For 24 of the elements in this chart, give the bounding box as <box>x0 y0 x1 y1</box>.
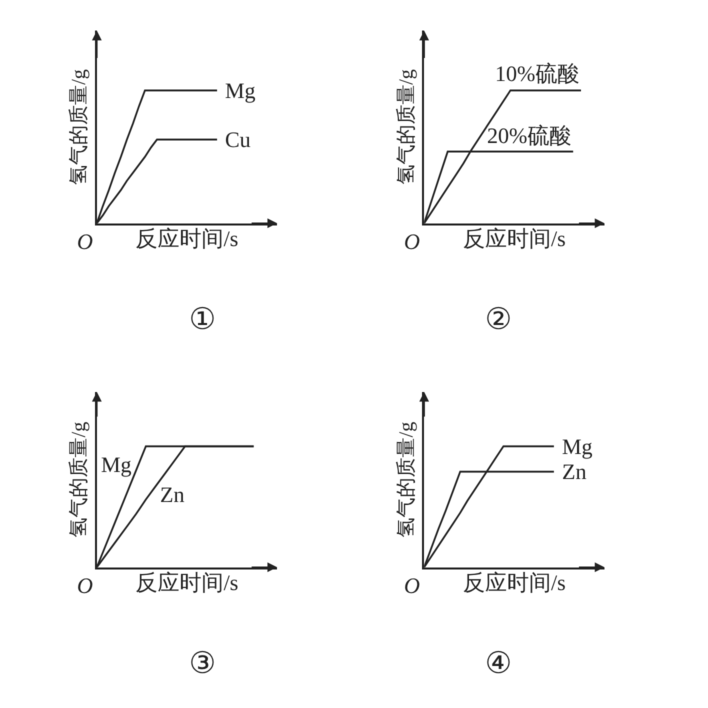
series-label: 10%硫酸 <box>495 61 580 86</box>
text: O <box>77 229 93 254</box>
y-axis-title: 氢气的质量/g <box>395 69 418 185</box>
x-axis-title: 反应时间/s <box>136 570 238 595</box>
y-axis-title: 氢气的质量/g <box>68 69 90 185</box>
series-label: 20%硫酸 <box>487 123 572 148</box>
text: ② <box>485 303 512 336</box>
text: O <box>77 573 93 598</box>
x-axis-title: 反应时间/s <box>462 226 566 251</box>
text: ④ <box>485 647 512 680</box>
text: ③ <box>189 647 216 680</box>
series-label: Cu <box>225 127 251 152</box>
x-axis-title: 反应时间/s <box>136 226 238 251</box>
y-axis-title: 氢气的质量/g <box>395 422 418 538</box>
series-label: Mg <box>562 434 593 459</box>
text: O <box>404 229 420 254</box>
text: O <box>404 573 420 598</box>
x-axis-title: 反应时间/s <box>462 570 566 595</box>
series-label: Mg <box>225 78 256 103</box>
y-axis-title: 氢气的质量/g <box>68 422 90 538</box>
series-label: Zn <box>160 482 184 507</box>
series-label: Mg <box>101 452 132 477</box>
text: ① <box>189 303 216 336</box>
series-label: Zn <box>562 459 586 484</box>
